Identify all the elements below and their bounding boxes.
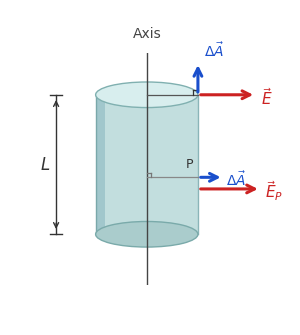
Text: Axis: Axis: [132, 27, 161, 41]
Polygon shape: [96, 95, 105, 234]
Text: $\Delta\vec{A}$: $\Delta\vec{A}$: [204, 41, 224, 60]
Text: $\vec{E}_P$: $\vec{E}_P$: [266, 180, 284, 203]
Text: L: L: [41, 155, 50, 174]
Ellipse shape: [96, 82, 198, 108]
Text: $\vec{E}$: $\vec{E}$: [261, 87, 272, 108]
Polygon shape: [96, 95, 198, 234]
Text: $\Delta\vec{A}$: $\Delta\vec{A}$: [226, 170, 246, 189]
Ellipse shape: [96, 221, 198, 247]
Text: P: P: [186, 158, 193, 172]
